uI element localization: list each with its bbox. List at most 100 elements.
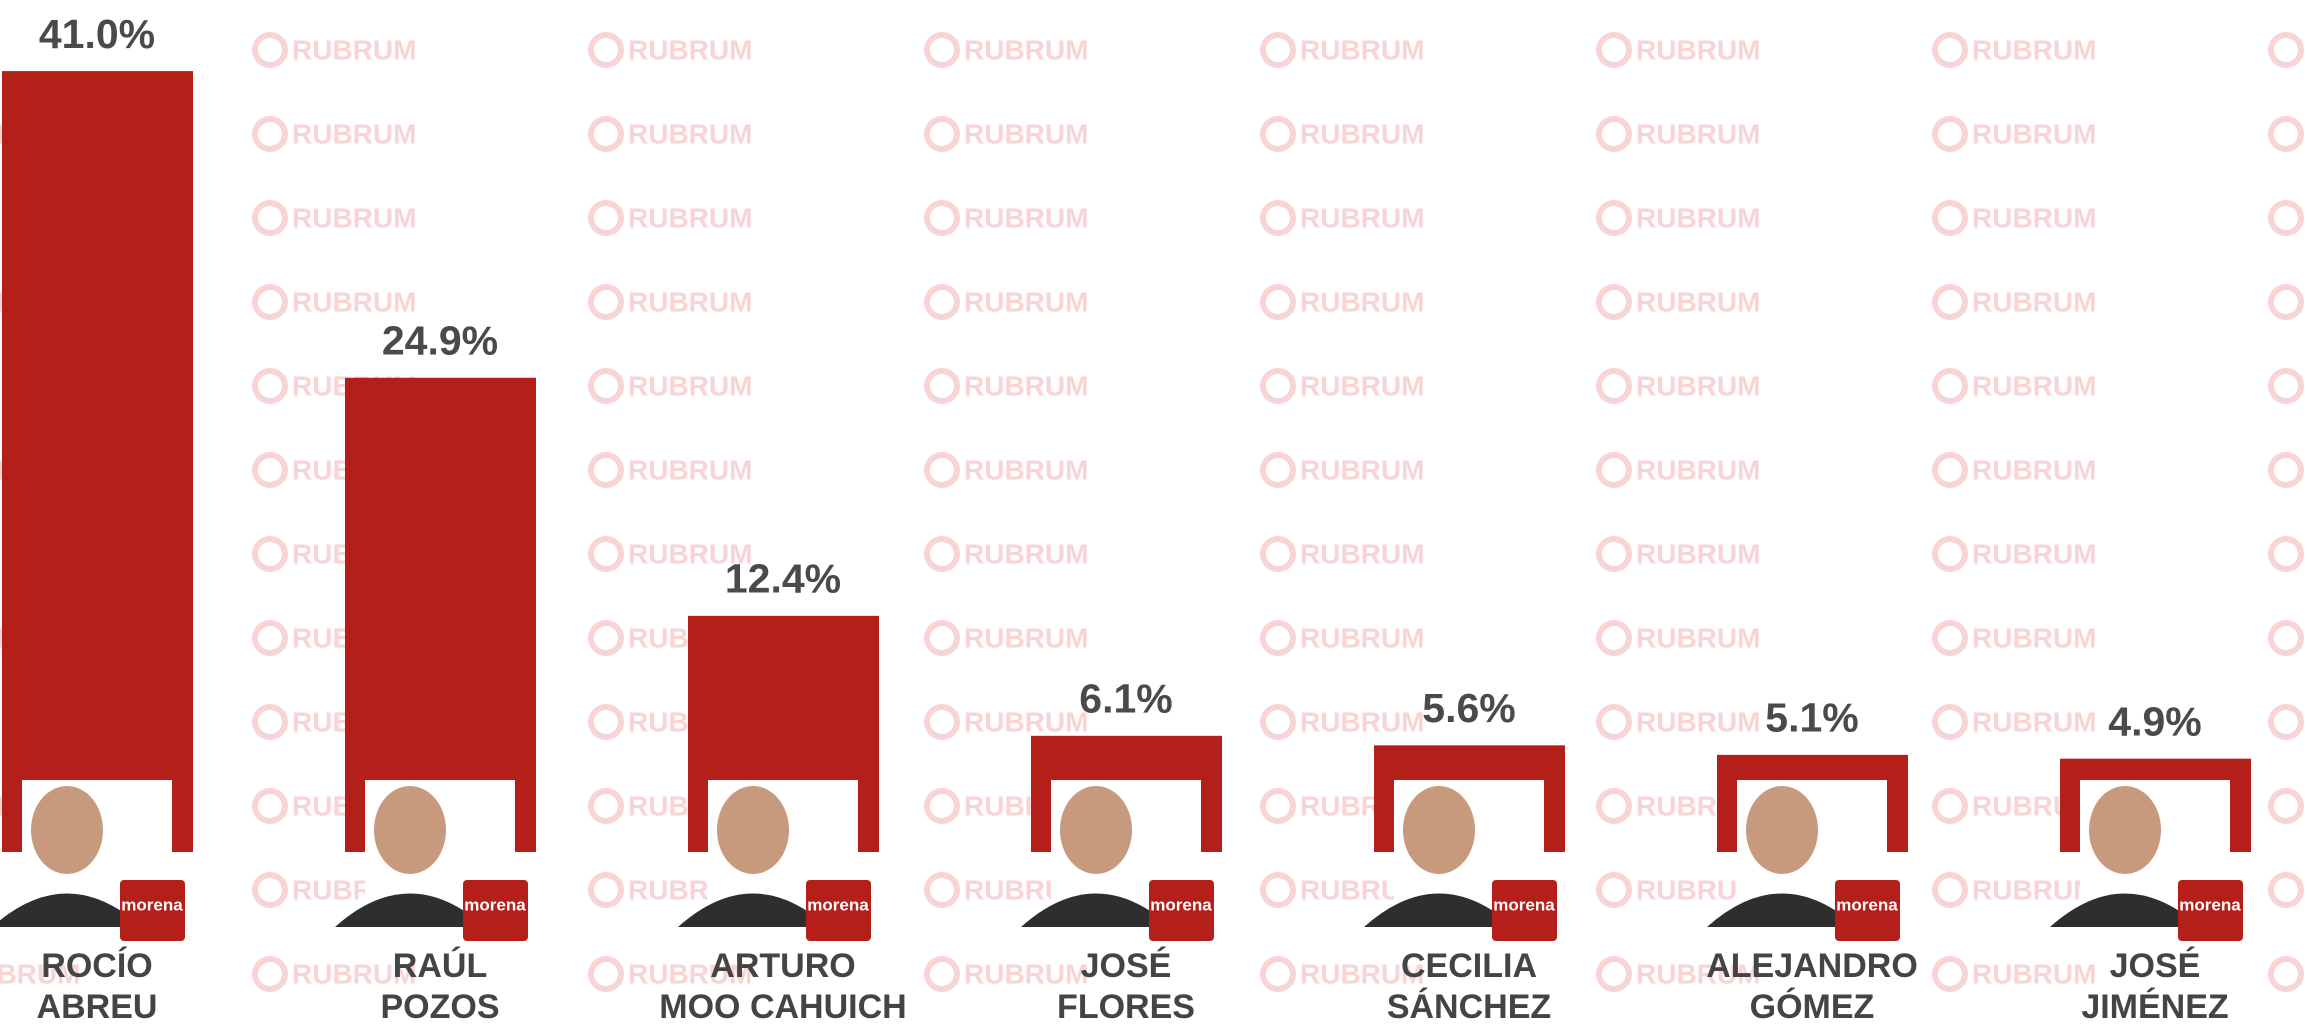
watermark-icon — [1263, 707, 1293, 737]
watermark-icon — [255, 119, 285, 149]
watermark-icon — [591, 623, 621, 653]
watermark-icon — [2271, 287, 2301, 317]
watermark-icon — [1935, 791, 1965, 821]
watermark-icon — [1263, 455, 1293, 485]
watermark-icon — [1263, 35, 1293, 65]
watermark-icon — [1263, 287, 1293, 317]
x-tick-label: RAÚL POZOS — [270, 946, 610, 1028]
watermark-icon — [1599, 875, 1629, 905]
photo-head — [31, 786, 103, 874]
watermark-icon — [2271, 791, 2301, 821]
watermark-icon — [1599, 371, 1629, 401]
watermark-icon — [1935, 455, 1965, 485]
watermark: RUBRUM — [1300, 706, 1424, 737]
watermark-icon — [255, 35, 285, 65]
watermark-icon — [1935, 539, 1965, 569]
watermark-icon — [2271, 35, 2301, 65]
watermark: RUBRUM — [964, 34, 1088, 65]
watermark: RUBRUM — [1300, 454, 1424, 485]
watermark-icon — [1263, 539, 1293, 569]
x-tick-label: ARTURO MOO CAHUICH — [613, 946, 953, 1028]
watermark: RUBRUM — [292, 118, 416, 149]
watermark-icon — [1599, 119, 1629, 149]
watermark-icon — [255, 707, 285, 737]
watermark: RUBRUM — [964, 706, 1088, 737]
watermark: RUBRUM — [1972, 118, 2096, 149]
watermark-icon — [927, 791, 957, 821]
watermark-icon — [2271, 203, 2301, 233]
watermark: RUBRUM — [1300, 202, 1424, 233]
watermark-icon — [927, 35, 957, 65]
watermark: RUBRUM — [292, 286, 416, 317]
chart-svg: RUBRUM RUBRUM RUBRUM RUBRUM RUBRUM RUBRUM RUBR… — [0, 0, 2307, 1024]
watermark-icon — [2271, 455, 2301, 485]
watermark: RUBRUM — [1636, 202, 1760, 233]
watermark-icon — [2271, 875, 2301, 905]
watermark-icon — [927, 455, 957, 485]
x-tick-label: CECILIA SÁNCHEZ — [1299, 946, 1639, 1028]
watermark-icon — [1599, 791, 1629, 821]
watermark-icon — [927, 287, 957, 317]
watermark: RUBRUM — [1300, 622, 1424, 653]
watermark: RUBRUM — [1636, 34, 1760, 65]
photo-head — [374, 786, 446, 874]
watermark: RUBRUM — [1300, 370, 1424, 401]
watermark-icon — [1263, 875, 1293, 905]
watermark: RUBRUM — [1636, 286, 1760, 317]
watermark-icon — [255, 287, 285, 317]
watermark-icon — [2271, 371, 2301, 401]
watermark-icon — [927, 623, 957, 653]
watermark-icon — [2271, 707, 2301, 737]
watermark-icon — [255, 203, 285, 233]
watermark-icon — [1263, 119, 1293, 149]
watermark-icon — [1935, 875, 1965, 905]
watermark: RUBRUM — [1972, 874, 2096, 905]
watermark-icon — [1263, 623, 1293, 653]
watermark: RUBRUM — [1636, 622, 1760, 653]
watermark: RUBRUM — [1972, 370, 2096, 401]
watermark-icon — [255, 371, 285, 401]
watermark-icon — [591, 791, 621, 821]
watermark-icon — [255, 623, 285, 653]
watermark: RUBRUM — [292, 34, 416, 65]
party-label: morena — [1836, 895, 1898, 914]
watermark: RUBRUM — [1300, 118, 1424, 149]
value-label: 4.9% — [2108, 699, 2201, 745]
watermark-icon — [255, 539, 285, 569]
watermark: RUBRUM — [1636, 538, 1760, 569]
watermark-icon — [927, 707, 957, 737]
watermark: RUBRUM — [1972, 202, 2096, 233]
watermark: RUBRUM — [1636, 706, 1760, 737]
watermark-icon — [591, 35, 621, 65]
watermark: RUBRUM — [292, 202, 416, 233]
watermark-icon — [1263, 791, 1293, 821]
watermark: RUBRUM — [964, 370, 1088, 401]
watermark: RUBRUM — [628, 286, 752, 317]
value-label: 5.1% — [1765, 695, 1858, 741]
party-label: morena — [1150, 895, 1212, 914]
watermark-icon — [2271, 119, 2301, 149]
watermark-icon — [1935, 707, 1965, 737]
party-label: morena — [1493, 895, 1555, 914]
watermark: RUBRUM — [1636, 118, 1760, 149]
watermark-icon — [1935, 623, 1965, 653]
photo-head — [1746, 786, 1818, 874]
watermark-icon — [927, 371, 957, 401]
watermark: RUBRUM — [1972, 34, 2096, 65]
watermark: RUBRUM — [628, 454, 752, 485]
watermark: RUBRUM — [1636, 370, 1760, 401]
watermark: RUBRUM — [964, 622, 1088, 653]
watermark-icon — [255, 455, 285, 485]
watermark: RUBRUM — [1300, 538, 1424, 569]
party-label: morena — [807, 895, 869, 914]
watermark: RUBRUM — [628, 202, 752, 233]
x-tick-label: ALEJANDRO GÓMEZ — [1642, 946, 1982, 1028]
watermark: RUBRUM — [1972, 286, 2096, 317]
watermark-icon — [591, 371, 621, 401]
photo-head — [717, 786, 789, 874]
value-label: 41.0% — [39, 11, 155, 57]
watermark-icon — [255, 791, 285, 821]
watermark-icon — [1599, 287, 1629, 317]
watermark: RUBRUM — [964, 202, 1088, 233]
watermark: RUBRUM — [628, 370, 752, 401]
